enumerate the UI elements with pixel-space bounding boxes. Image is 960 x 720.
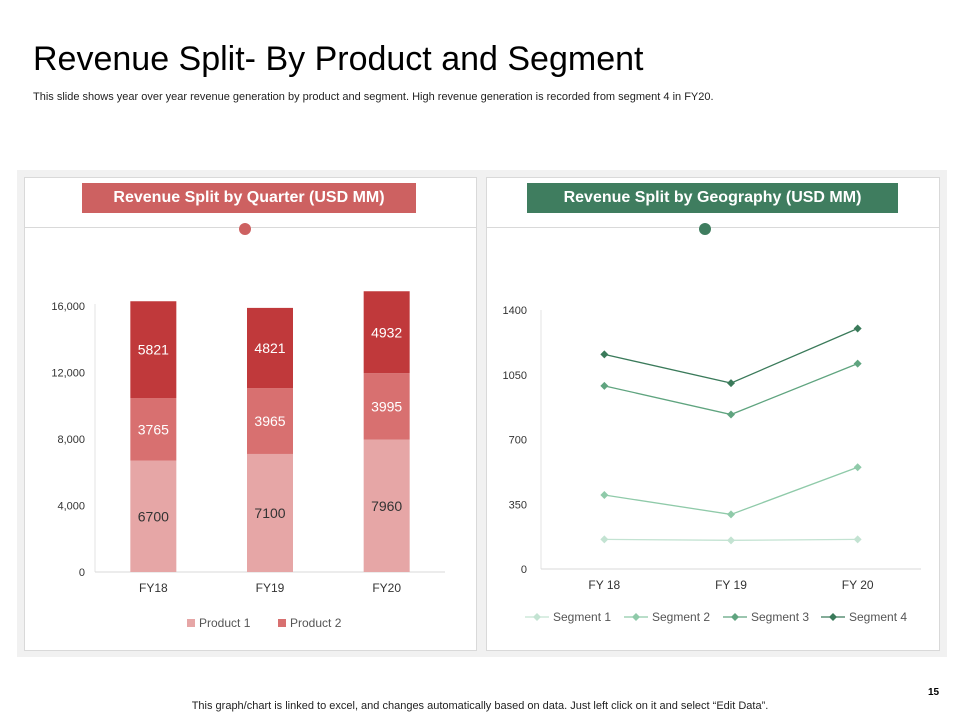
legend-marker	[731, 613, 739, 621]
data-point-marker	[853, 535, 862, 544]
series-line	[604, 327, 858, 384]
bar-data-label: 3995	[371, 398, 402, 414]
x-tick-label: FY19	[256, 581, 285, 595]
bar-data-label: 5821	[138, 342, 169, 358]
bar-data-label: 3965	[254, 413, 285, 429]
footer-note: This graph/chart is linked to excel, and…	[191, 700, 769, 712]
legend-label-product-2: Product 2	[290, 616, 342, 630]
data-point-marker	[600, 350, 609, 359]
geography-line-chart[interactable]: 0 350 700 1050 1400 FY 18 FY 19 FY 20 Segment 1 S…	[487, 232, 941, 652]
bar-segment	[247, 453, 293, 572]
legend-swatch-product-2	[278, 619, 286, 627]
data-point-marker	[727, 510, 735, 519]
quarter-chart-title: Revenue Split by Quarter (USD MM)	[82, 183, 416, 213]
y-tick-label: 1050	[503, 370, 527, 382]
series-line	[604, 363, 858, 416]
bar-data-label: 3765	[138, 421, 169, 437]
data-point-marker	[600, 381, 609, 390]
page-subtitle: This slide shows year over year revenue …	[33, 91, 714, 103]
y-tick-label: 16,000	[51, 301, 85, 313]
bar-segment	[247, 388, 293, 454]
quarter-chart-header: Revenue Split by Quarter (USD MM)	[25, 178, 476, 228]
legend-label: Segment 3	[751, 610, 809, 624]
bar-data-label: 4932	[371, 324, 402, 340]
y-tick-label: 1400	[503, 305, 527, 317]
legend-label: Segment 2	[652, 610, 710, 624]
geography-chart-title: Revenue Split by Geography (USD MM)	[527, 183, 898, 213]
page-title: Revenue Split- By Product and Segment	[33, 40, 644, 78]
bar-data-label: 6700	[138, 508, 169, 524]
y-tick-label: 700	[509, 435, 527, 447]
bar-segment	[130, 460, 177, 572]
data-point-marker	[853, 463, 862, 472]
data-point-marker	[853, 324, 862, 333]
x-tick-label: FY 18	[588, 578, 620, 592]
quarter-chart-panel[interactable]: Revenue Split by Quarter (USD MM) 0 4,000…	[24, 177, 477, 651]
y-tick-label: 0	[521, 564, 527, 576]
y-tick-label: 12,000	[51, 368, 85, 380]
bar-segment	[363, 291, 410, 374]
x-tick-label: FY 20	[842, 578, 874, 592]
y-tick-label: 4,000	[57, 501, 85, 513]
x-tick-label: FY 19	[715, 578, 747, 592]
data-point-marker	[727, 536, 735, 545]
legend-marker	[533, 613, 541, 621]
data-point-marker	[600, 491, 609, 499]
x-tick-label: FY20	[372, 581, 401, 595]
bar-segment	[363, 373, 410, 440]
bar-segment	[130, 398, 177, 461]
x-tick-label: FY18	[139, 581, 168, 595]
bar-segment	[130, 301, 177, 399]
bar-segment	[363, 439, 410, 572]
legend-marker	[829, 613, 837, 621]
bar-data-label: 4821	[254, 340, 285, 356]
data-point-marker	[727, 410, 735, 419]
page-number: 15	[928, 687, 940, 698]
legend-label: Segment 1	[553, 610, 611, 624]
y-tick-label: 0	[79, 567, 85, 579]
geography-chart-header: Revenue Split by Geography (USD MM)	[487, 178, 939, 228]
series-line	[604, 466, 858, 516]
bar-data-label: 7960	[371, 498, 402, 514]
geography-chart-dot-marker	[699, 223, 711, 235]
legend-swatch-product-1	[187, 619, 195, 627]
quarter-bar-chart[interactable]: 0 4,000 8,000 12,000 16,000 6700 3765 5821 FY18 7…	[25, 232, 478, 652]
legend-marker	[632, 613, 640, 621]
data-point-marker	[727, 379, 735, 388]
y-tick-label: 8,000	[57, 434, 85, 446]
legend-label-product-1: Product 1	[199, 616, 251, 630]
bar-segment	[247, 307, 293, 389]
bar-data-label: 7100	[254, 505, 285, 521]
data-point-marker	[853, 359, 862, 368]
quarter-chart-dot-marker	[239, 223, 251, 235]
y-tick-label: 350	[509, 499, 527, 511]
legend-label: Segment 4	[849, 610, 907, 624]
data-point-marker	[600, 535, 609, 544]
geography-chart-panel[interactable]: Revenue Split by Geography (USD MM) 0 350…	[486, 177, 940, 651]
